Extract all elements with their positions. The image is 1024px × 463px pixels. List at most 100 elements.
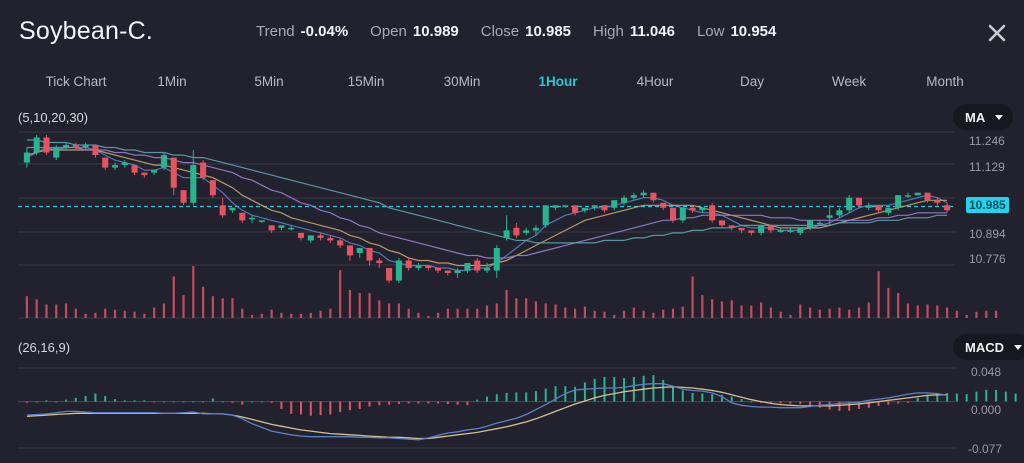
candle-body [728, 225, 735, 228]
macd-histogram-bar [35, 401, 38, 403]
dropdown-label: MACD [965, 339, 1004, 355]
candle-body [650, 192, 657, 201]
tab-4hour[interactable]: 4Hour [636, 74, 674, 89]
candle-body [239, 212, 246, 221]
macd-histogram-bar [779, 401, 782, 404]
candle-body [111, 165, 119, 168]
candle-body [92, 145, 99, 156]
macd-indicator-dropdown[interactable]: MACD [953, 334, 1024, 360]
tab-15min[interactable]: 15Min [347, 74, 385, 89]
volume-bar [55, 304, 58, 318]
candle-body [601, 205, 608, 211]
macd-histogram-bar [446, 401, 449, 405]
macd-histogram-bar [789, 401, 792, 404]
macd-histogram-bar [339, 401, 342, 413]
candle-body [738, 227, 745, 231]
tab-30min[interactable]: 30Min [443, 74, 481, 89]
macd-histogram-bar [613, 376, 616, 402]
macd-histogram-bar [437, 401, 440, 404]
volume-bar [926, 304, 929, 318]
volume-bar [329, 308, 332, 318]
volume-bar [417, 312, 420, 318]
candle-body [297, 232, 305, 238]
volume-bar [260, 313, 263, 318]
volume-bar [838, 307, 841, 318]
candle-body [53, 147, 60, 158]
macd-histogram-bar [740, 399, 743, 402]
interval-tabs: Tick Chart 1Min 5Min 15Min 30Min 1Hour 4Hour Da… [0, 70, 1024, 96]
candle-body [855, 197, 863, 206]
macd-axis-label: 0.000 [971, 403, 1002, 417]
candle-body [689, 207, 696, 211]
macd-histogram-bar [153, 401, 156, 403]
volume-bar [505, 289, 508, 318]
volume-bar [525, 298, 528, 318]
ma-indicator-dropdown[interactable]: MA [953, 104, 1014, 130]
candle-body [454, 270, 461, 274]
close-button[interactable] [985, 21, 1009, 45]
macd-histogram-bar [270, 401, 273, 403]
price-axis-label: 10.776 [969, 252, 1006, 266]
tab-1hour[interactable]: 1Hour [538, 74, 578, 89]
tab-week[interactable]: Week [831, 74, 867, 89]
macd-histogram-bar [202, 401, 205, 403]
volume-bar [877, 271, 880, 318]
volume-bar [84, 313, 87, 318]
macd-histogram-bar [260, 401, 263, 403]
macd-histogram-bar [1004, 391, 1007, 402]
macd-histogram-bar [211, 398, 214, 402]
tab-5min[interactable]: 5Min [254, 74, 284, 89]
volume-bar [74, 308, 77, 318]
volume-bar [769, 307, 772, 318]
candle-body [885, 207, 892, 213]
candle-body [376, 260, 383, 264]
macd-histogram-bar [172, 401, 175, 403]
candle-body [513, 227, 520, 236]
tab-month[interactable]: Month [926, 74, 964, 89]
volume-bar [202, 286, 205, 318]
candle-body [924, 192, 931, 201]
candle-body [532, 227, 539, 231]
volume-bar [534, 301, 538, 318]
macd-histogram-bar [231, 401, 234, 403]
candle-body [180, 190, 187, 203]
macd-histogram-bar [691, 392, 694, 402]
macd-histogram-bar [926, 394, 929, 402]
macd-histogram-bar [456, 401, 459, 405]
volume-bar [270, 309, 273, 318]
volume-bar [104, 308, 107, 318]
tab-1min[interactable]: 1Min [157, 74, 187, 89]
tab-day[interactable]: Day [739, 74, 765, 89]
macd-histogram-bar [975, 391, 978, 402]
macd-histogram-bar [711, 394, 714, 402]
volume-bar [613, 314, 616, 318]
tab-tick-chart[interactable]: Tick Chart [45, 74, 107, 89]
macd-histogram-bar [65, 399, 68, 402]
volume-bar [427, 315, 430, 318]
volume-bar [348, 289, 352, 318]
volume-bar [916, 305, 919, 318]
macd-histogram-bar [84, 396, 87, 402]
candle-body [258, 220, 265, 222]
volume-bar [143, 313, 146, 318]
candle-body [679, 207, 686, 221]
candle-body [317, 235, 324, 238]
macd-histogram-bar [858, 401, 860, 409]
candle-body [581, 207, 588, 211]
candle-body [709, 205, 716, 221]
volume-bar [985, 310, 988, 318]
candle-body [229, 207, 236, 211]
macd-histogram-bar [427, 401, 430, 404]
macd-histogram-bar [672, 386, 674, 402]
candle-body [23, 152, 30, 163]
macd-dif-line [26, 383, 948, 441]
stat-value: -0.04% [300, 23, 349, 40]
candle-body [43, 137, 50, 153]
volume-bar [857, 307, 861, 318]
volume-bar [622, 310, 626, 318]
volume-bar [564, 307, 567, 318]
volume-bar [339, 270, 342, 318]
volume-bar [309, 312, 312, 318]
candle-body [63, 145, 70, 148]
